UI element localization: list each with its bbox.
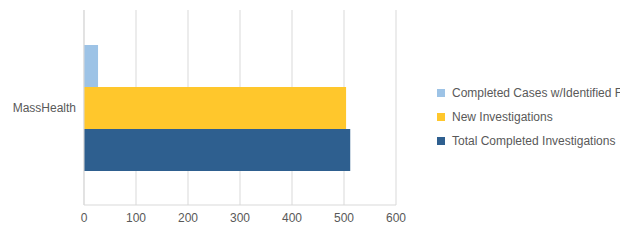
- svg-text:400: 400: [282, 211, 302, 225]
- svg-text:MassHealth: MassHealth: [13, 101, 76, 115]
- svg-text:0: 0: [81, 211, 88, 225]
- svg-text:100: 100: [126, 211, 146, 225]
- svg-text:300: 300: [230, 211, 250, 225]
- html-text:Total Completed Investigations: Total Completed Investigations: [452, 134, 616, 148]
- svg-text:500: 500: [334, 211, 354, 225]
- html-text:New Investigations: New Investigations: [452, 110, 553, 124]
- svg-text:600: 600: [386, 211, 406, 225]
- svg-text:200: 200: [178, 211, 198, 225]
